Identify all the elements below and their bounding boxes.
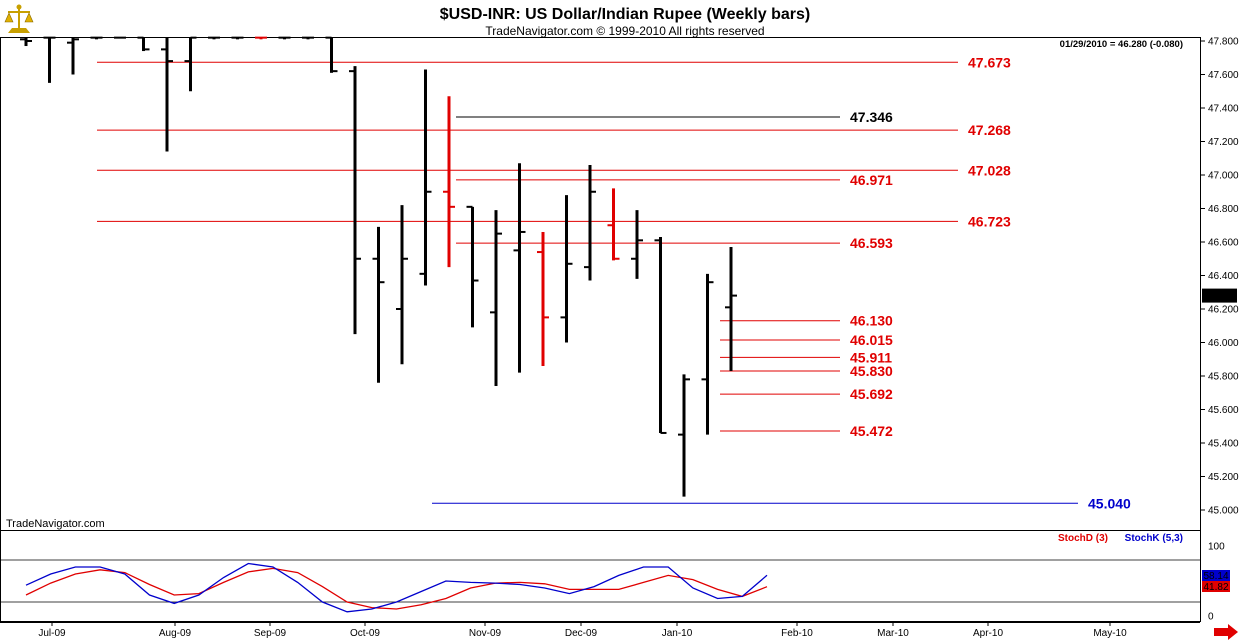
level-label: 45.040 bbox=[1088, 495, 1131, 511]
ohlc-bar bbox=[231, 36, 244, 40]
stoch-tick-label: 0 bbox=[1208, 612, 1214, 623]
logo-icon[interactable] bbox=[3, 3, 35, 35]
x-tick-label: Sep-09 bbox=[254, 628, 287, 639]
price-tick-label: 47.000 bbox=[1208, 171, 1239, 182]
last-quote-text: 01/29/2010 = 46.280 (-0.080) bbox=[1060, 39, 1183, 50]
x-tick-label: Apr-10 bbox=[973, 628, 1003, 639]
level-label: 45.692 bbox=[850, 386, 893, 402]
ohlc-bar bbox=[325, 36, 338, 73]
x-tick-label: May-10 bbox=[1093, 628, 1127, 639]
price-tick-label: 45.000 bbox=[1208, 506, 1239, 517]
ohlc-bar bbox=[701, 273, 714, 435]
price-tick-label: 47.600 bbox=[1208, 70, 1239, 81]
ohlc-bar bbox=[20, 37, 32, 47]
price-tick-label: 46.400 bbox=[1208, 271, 1239, 282]
price-tick-label: 45.800 bbox=[1208, 372, 1239, 383]
level-label: 45.911 bbox=[850, 349, 892, 365]
ohlc-bar bbox=[584, 164, 596, 281]
level-label: 46.723 bbox=[968, 213, 1011, 229]
chart-title: $USD-INR: US Dollar/Indian Rupee (Weekly… bbox=[440, 6, 810, 23]
ohlc-bar bbox=[255, 36, 267, 40]
price-tick-label: 46.600 bbox=[1208, 238, 1239, 249]
price-tick-label: 47.800 bbox=[1208, 37, 1239, 48]
ohlc-bar bbox=[208, 36, 220, 40]
legend-stochd: StochD (3) bbox=[1058, 533, 1108, 544]
stoch-last-box bbox=[1202, 570, 1230, 581]
price-panel-frame bbox=[0, 37, 1201, 531]
x-tick-label: Nov-09 bbox=[469, 628, 502, 639]
ohlc-bar bbox=[443, 96, 455, 268]
level-label: 47.028 bbox=[968, 162, 1011, 178]
ohlc-bar bbox=[631, 210, 643, 279]
x-tick-label: Aug-09 bbox=[159, 628, 192, 639]
price-tick-label: 45.400 bbox=[1208, 439, 1239, 450]
stoch-last-label: 41.82 bbox=[1203, 582, 1228, 593]
ohlc-bar bbox=[396, 205, 408, 365]
ohlc-bar bbox=[67, 37, 79, 75]
x-tick-label: Feb-10 bbox=[781, 628, 813, 639]
ohlc-bar bbox=[161, 37, 173, 152]
ohlc-bar bbox=[349, 66, 361, 335]
level-label: 47.673 bbox=[968, 54, 1011, 70]
ohlc-bar bbox=[607, 188, 620, 261]
ohlc-bar bbox=[419, 69, 432, 286]
stoch-last-box bbox=[1202, 581, 1230, 592]
level-label: 46.015 bbox=[850, 332, 893, 348]
ohlc-bar bbox=[302, 36, 314, 40]
ohlc-bar bbox=[43, 36, 56, 83]
price-y-axis: 47.800 47.600 47.400 47.200 47.000 46.800 46.6… bbox=[1200, 37, 1239, 517]
ohlc-bar bbox=[678, 374, 690, 497]
level-label: 47.346 bbox=[850, 109, 893, 125]
x-tick-label: Jan-10 bbox=[662, 628, 693, 639]
price-tick-label: 45.600 bbox=[1208, 405, 1239, 416]
level-label: 45.830 bbox=[850, 363, 893, 379]
logo-scale-base bbox=[8, 28, 30, 33]
ohlc-bar bbox=[537, 231, 549, 366]
x-tick-label: Oct-09 bbox=[350, 628, 380, 639]
level-label: 46.971 bbox=[850, 172, 893, 188]
last-price-tag: 46.280 bbox=[1202, 288, 1237, 303]
price-tick-label: 47.200 bbox=[1208, 137, 1239, 148]
levels-group: 47.673 47.346 47.268 47.028 46.971 46.723 46.5… bbox=[97, 54, 1131, 511]
chart-subtitle: TradeNavigator.com © 1999-2010 All right… bbox=[485, 24, 764, 38]
ohlc-bar bbox=[513, 163, 526, 373]
x-tick-label: Dec-09 bbox=[565, 628, 598, 639]
ohlc-bar bbox=[466, 205, 479, 328]
last-price-box bbox=[1202, 288, 1237, 303]
stoch-panel-frame bbox=[0, 530, 1201, 622]
ohlc-bar bbox=[372, 226, 385, 383]
bars-group bbox=[20, 36, 737, 497]
level-label: 46.130 bbox=[850, 313, 893, 329]
level-label: 45.472 bbox=[850, 423, 893, 439]
price-tick-label: 45.200 bbox=[1208, 472, 1239, 483]
ohlc-bar bbox=[725, 247, 737, 371]
ohlc-bar bbox=[137, 36, 150, 52]
stoch-last-label: 58.14 bbox=[1203, 571, 1228, 582]
stoch-tick-label: 100 bbox=[1208, 542, 1225, 553]
price-tick-label: 47.400 bbox=[1208, 104, 1239, 115]
stochd-line bbox=[25, 567, 768, 610]
level-label: 46.593 bbox=[850, 235, 893, 251]
level-label: 47.268 bbox=[968, 122, 1011, 138]
x-tick-label: Mar-10 bbox=[877, 628, 909, 639]
scroll-right-arrow-icon[interactable] bbox=[1214, 624, 1238, 640]
price-tick-label: 46.000 bbox=[1208, 338, 1239, 349]
x-tick-label: Jul-09 bbox=[38, 628, 66, 639]
price-tick-label: 46.800 bbox=[1208, 204, 1239, 215]
ohlc-bar bbox=[654, 236, 667, 434]
x-axis: Jul-09 Aug-09 Sep-09 Oct-09 Nov-09 Dec-09 Jan-… bbox=[38, 622, 1127, 639]
ohlc-bar bbox=[184, 36, 197, 92]
ohlc-bar bbox=[490, 210, 502, 387]
ohlc-bar bbox=[278, 36, 291, 40]
ohlc-bar bbox=[560, 195, 573, 343]
stochk-line bbox=[25, 562, 768, 613]
ohlc-bar bbox=[90, 36, 103, 40]
legend-stochk: StochK (5,3) bbox=[1125, 533, 1183, 544]
watermark-text: TradeNavigator.com bbox=[6, 518, 105, 530]
last-price-label: 46.280 bbox=[1204, 292, 1235, 303]
price-tick-label: 46.200 bbox=[1208, 305, 1239, 316]
